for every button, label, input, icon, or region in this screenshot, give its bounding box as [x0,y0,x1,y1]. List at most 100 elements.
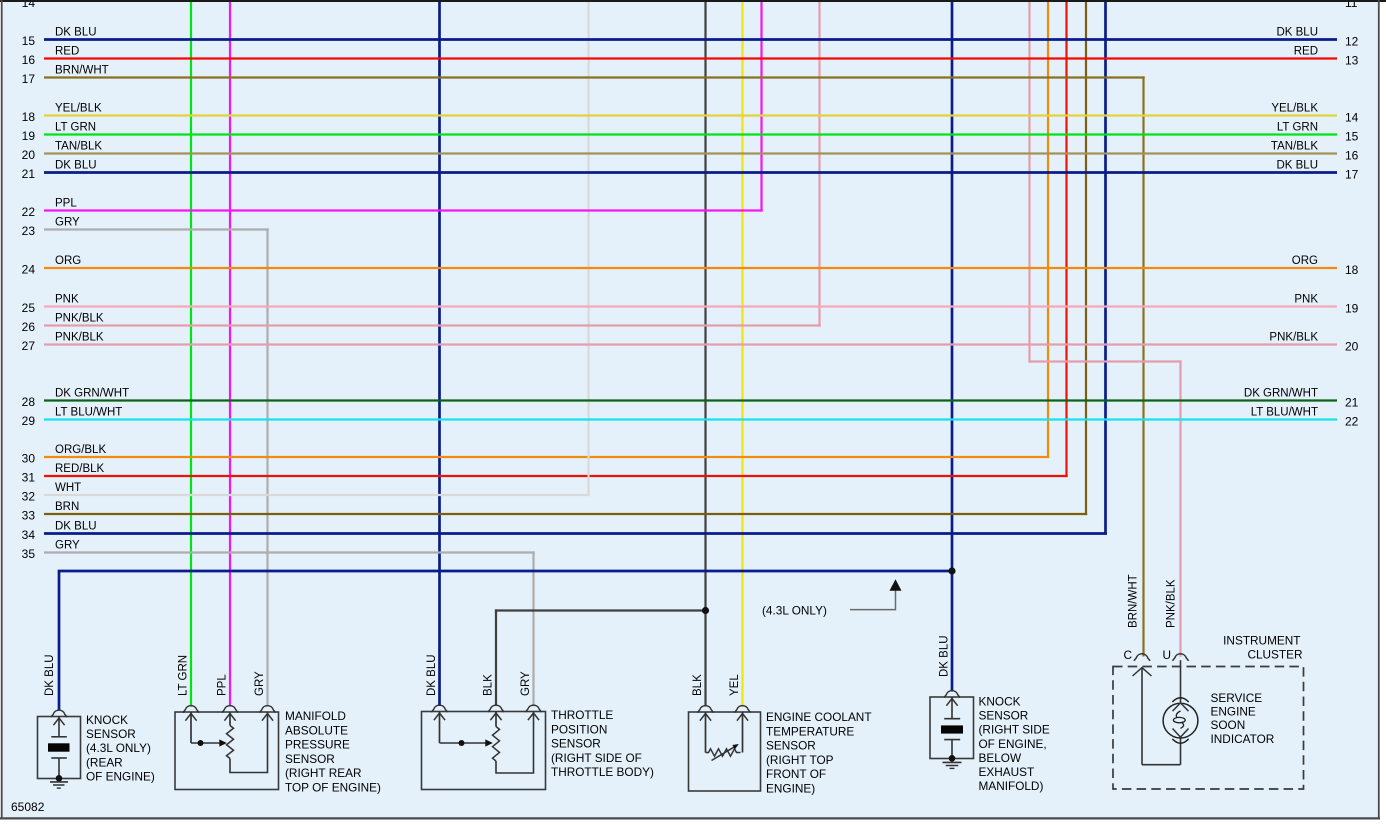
svg-text:MANIFOLD): MANIFOLD) [979,779,1044,793]
svg-text:PNK/BLK: PNK/BLK [55,313,104,325]
svg-text:LT BLU/WHT: LT BLU/WHT [1251,407,1318,419]
svg-text:(4.3L ONLY): (4.3L ONLY) [762,604,827,618]
svg-text:SENSOR: SENSOR [285,752,335,766]
svg-text:32: 32 [22,490,36,504]
svg-text:25: 25 [22,301,36,315]
svg-text:35: 35 [22,547,36,561]
svg-text:DK BLU: DK BLU [1276,27,1318,39]
svg-text:SERVICE: SERVICE [1211,691,1263,705]
svg-text:SENSOR: SENSOR [979,709,1029,723]
svg-text:DK GRN/WHT: DK GRN/WHT [55,388,129,400]
svg-text:23: 23 [22,224,36,238]
svg-text:TAN/BLK: TAN/BLK [1271,141,1318,153]
svg-text:18: 18 [22,110,36,124]
svg-text:YEL/BLK: YEL/BLK [1271,103,1318,115]
svg-text:21: 21 [1345,396,1359,410]
svg-text:BRN: BRN [55,501,79,513]
svg-text:ABSOLUTE: ABSOLUTE [285,723,348,737]
svg-text:PPL: PPL [217,674,229,696]
svg-text:RED: RED [55,46,79,58]
svg-text:(RIGHT SIDE: (RIGHT SIDE [979,723,1050,737]
svg-text:ORG: ORG [1292,255,1318,267]
svg-text:27: 27 [22,339,36,353]
svg-text:INSTRUMENT: INSTRUMENT [1223,633,1300,647]
svg-text:DK BLU: DK BLU [55,27,97,39]
svg-text:(RIGHT SIDE OF: (RIGHT SIDE OF [551,751,642,765]
svg-text:16: 16 [1345,149,1359,163]
svg-text:GRY: GRY [55,217,80,229]
svg-text:CLUSTER: CLUSTER [1247,648,1302,662]
svg-text:MANIFOLD: MANIFOLD [285,709,346,723]
svg-text:DK BLU: DK BLU [939,635,951,677]
svg-text:BRN/WHT: BRN/WHT [55,65,109,77]
svg-text:PRESSURE: PRESSURE [285,738,350,752]
svg-text:29: 29 [22,414,36,428]
svg-text:24: 24 [22,263,36,277]
svg-text:14: 14 [22,0,36,10]
svg-text:16: 16 [22,53,36,67]
svg-text:DK BLU: DK BLU [1276,160,1318,172]
svg-text:21: 21 [22,167,36,181]
svg-text:TOP OF ENGINE): TOP OF ENGINE) [285,781,381,795]
svg-text:22: 22 [22,205,36,219]
svg-text:SENSOR: SENSOR [86,727,136,741]
svg-text:17: 17 [22,72,36,86]
svg-text:ENGINE): ENGINE) [766,782,815,796]
svg-text:20: 20 [22,148,36,162]
svg-text:PPL: PPL [55,198,77,210]
svg-text:U: U [1163,648,1172,662]
svg-text:BRN/WHT: BRN/WHT [1128,574,1140,628]
svg-text:THROTTLE BODY): THROTTLE BODY) [551,765,654,779]
svg-text:20: 20 [1345,340,1359,354]
svg-text:SENSOR: SENSOR [766,739,816,753]
svg-text:OF ENGINE): OF ENGINE) [86,770,155,784]
svg-text:18: 18 [1345,263,1359,277]
svg-text:POSITION: POSITION [551,722,607,736]
svg-text:ORG/BLK: ORG/BLK [55,444,106,456]
svg-text:(RIGHT REAR: (RIGHT REAR [285,766,361,780]
svg-text:DK BLU: DK BLU [55,521,97,533]
svg-text:GRY: GRY [254,671,266,696]
svg-text:DK BLU: DK BLU [426,654,438,696]
svg-text:KNOCK: KNOCK [86,713,128,727]
svg-text:19: 19 [22,129,36,143]
svg-text:EXHAUST: EXHAUST [979,765,1035,779]
svg-text:PNK: PNK [55,294,79,306]
svg-text:33: 33 [22,509,36,523]
svg-text:SENSOR: SENSOR [551,737,601,751]
svg-text:TAN/BLK: TAN/BLK [55,141,102,153]
svg-text:FRONT OF: FRONT OF [766,767,826,781]
svg-text:15: 15 [1345,130,1359,144]
svg-text:PNK/BLK: PNK/BLK [1166,579,1178,628]
svg-text:15: 15 [22,34,36,48]
svg-text:14: 14 [1345,111,1359,125]
svg-text:OF ENGINE,: OF ENGINE, [979,737,1047,751]
svg-text:DK BLU: DK BLU [44,654,56,696]
svg-text:22: 22 [1345,415,1359,429]
svg-text:GRY: GRY [520,671,532,696]
svg-text:17: 17 [1345,168,1359,182]
svg-text:30: 30 [22,452,36,466]
svg-text:TEMPERATURE: TEMPERATURE [766,724,854,738]
svg-text:26: 26 [22,320,36,334]
svg-text:DK BLU: DK BLU [55,160,97,172]
svg-text:12: 12 [1345,35,1359,49]
svg-text:LT GRN: LT GRN [55,122,96,134]
svg-text:11: 11 [1345,0,1358,10]
svg-text:LT GRN: LT GRN [178,655,190,696]
svg-text:13: 13 [1345,54,1359,68]
svg-text:(4.3L ONLY): (4.3L ONLY) [86,741,151,755]
svg-text:INDICATOR: INDICATOR [1211,732,1275,746]
svg-text:BLK: BLK [483,674,495,696]
svg-text:RED: RED [1294,46,1318,58]
svg-text:31: 31 [22,471,36,485]
svg-text:65082: 65082 [11,800,45,814]
svg-text:WHT: WHT [55,482,81,494]
svg-text:LT BLU/WHT: LT BLU/WHT [55,407,122,419]
svg-text:PNK/BLK: PNK/BLK [1269,332,1318,344]
svg-text:DK GRN/WHT: DK GRN/WHT [1244,388,1318,400]
svg-text:RED/BLK: RED/BLK [55,463,105,475]
svg-text:PNK: PNK [1294,294,1318,306]
svg-text:BLK: BLK [692,674,704,696]
svg-text:28: 28 [22,395,36,409]
